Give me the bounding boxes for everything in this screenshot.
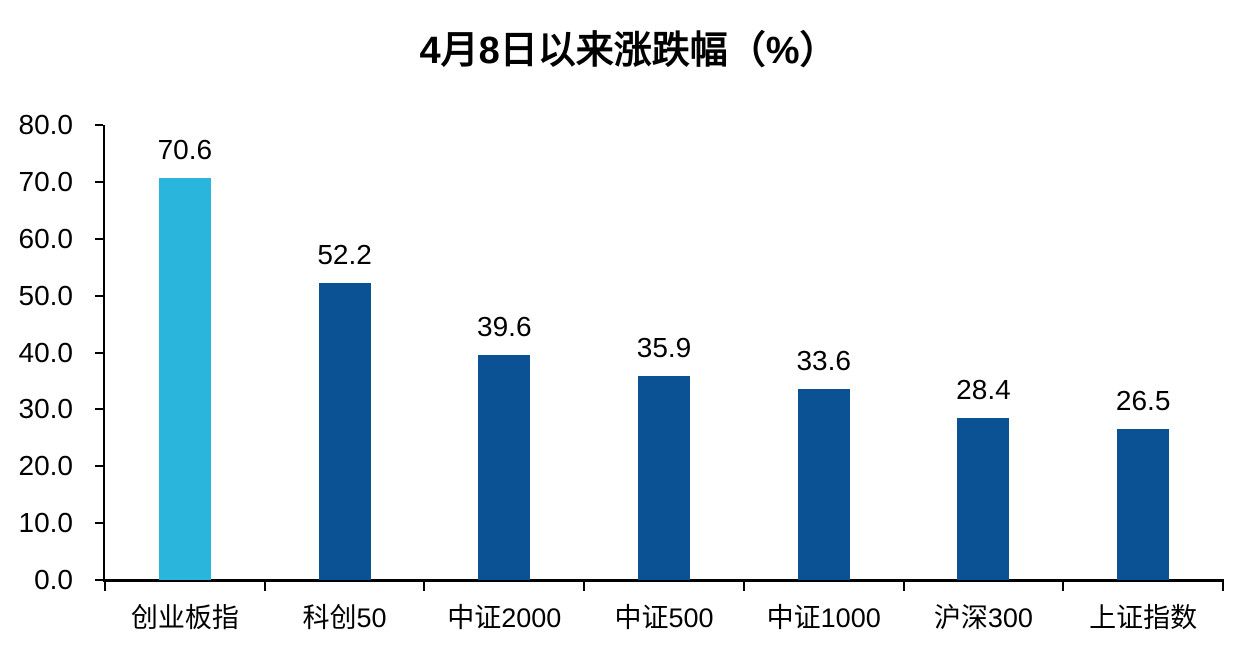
y-axis-tick-label: 0.0 [34,564,73,595]
x-axis-tick [902,582,905,591]
y-axis-tick-label: 30.0 [18,393,74,425]
x-axis-category-label: 中证2000 [447,603,562,633]
y-axis-tick [95,465,103,468]
bar-value-label: 33.6 [796,344,851,376]
x-axis-category-label: 科创50 [302,603,387,633]
bar [158,178,211,580]
bar [638,375,690,580]
x-axis-tick [104,582,106,591]
x-axis-tick [1062,582,1065,591]
x-axis-tick [1222,582,1224,591]
bar-value-label: 35.9 [636,331,692,363]
x-axis-category-label: 中证1000 [766,603,881,633]
bar [957,418,1010,580]
x-axis-category-label: 创业板指 [130,603,239,633]
x-axis-category-label: 中证500 [614,603,714,633]
x-axis-tick [583,582,586,591]
x-axis-tick [423,582,426,591]
y-axis-tick-label: 50.0 [18,279,74,311]
x-axis-category-label: 沪深300 [933,603,1033,633]
bar-value-label: 70.6 [157,134,213,166]
bar-value-label: 28.4 [956,374,1011,406]
y-axis-tick-label: 10.0 [18,507,74,539]
y-axis-tick-label: 40.0 [18,336,74,368]
bar-value-label: 52.2 [317,239,372,271]
bar [318,283,371,580]
x-axis-category-label: 上证指数 [1089,603,1198,633]
bar-value-label: 26.5 [1115,385,1171,417]
bar [797,388,850,580]
x-axis-tick [263,582,266,591]
y-axis-tick [95,237,103,240]
y-axis-tick [95,351,103,354]
x-axis-line [103,579,1224,582]
y-axis-tick-label: 60.0 [18,222,74,254]
y-axis-tick-label: 20.0 [18,450,74,482]
y-axis-tick [95,522,103,525]
bar [1117,429,1170,580]
x-axis-tick [742,582,745,591]
chart-title: 4月8日以来涨跌幅（%） [419,30,838,72]
y-axis-tick-label: 70.0 [18,165,74,197]
bar [478,354,531,580]
y-axis-tick-label: 80.0 [18,109,74,140]
y-axis-tick [95,579,103,581]
y-axis-tick [95,180,103,183]
y-axis-tick [95,294,103,297]
y-axis-line [103,125,105,580]
y-axis-tick [95,124,103,126]
y-axis-tick [95,408,103,411]
bar-value-label: 39.6 [477,310,532,342]
